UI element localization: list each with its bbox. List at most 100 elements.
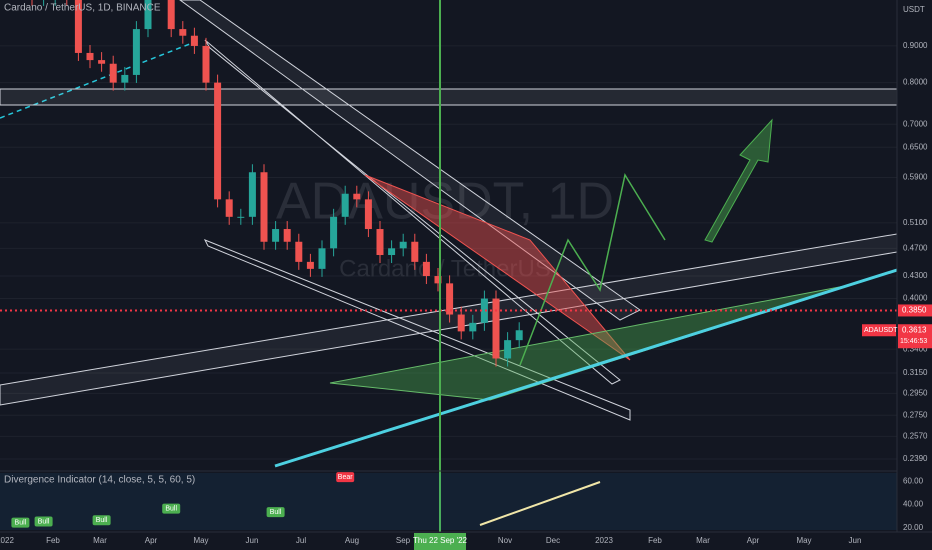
indicator-label: 20.00: [903, 523, 924, 532]
candle: [248, 172, 256, 217]
countdown: 15:46:53: [900, 338, 927, 345]
candle: [341, 193, 349, 217]
signal-badge: [34, 516, 53, 527]
signal-badge: [92, 515, 111, 526]
channel: [204, 39, 621, 385]
candle: [295, 241, 303, 262]
candle: [202, 45, 210, 83]
arrow: [704, 118, 773, 243]
candle: [214, 82, 222, 200]
candle: [132, 29, 140, 75]
candle: [74, 0, 82, 53]
candle: [179, 29, 187, 36]
time-label: Mar: [696, 536, 710, 545]
price-label: 0.5100: [903, 218, 928, 227]
candle: [318, 248, 326, 269]
indicator-label: 60.00: [903, 476, 924, 485]
alert-label: 0.3850: [902, 306, 927, 315]
signal-badge: [336, 472, 355, 483]
axis-labels: 0.9000 0.8000 0.7000 0.6500 0.5900 0.5100 0.47…: [862, 41, 932, 532]
candles: [31, 0, 523, 367]
price-label: 0.2390: [903, 454, 928, 463]
price-label: 0.2950: [903, 389, 928, 398]
divergence-line: [479, 481, 601, 526]
time-label: Aug: [345, 536, 359, 545]
time-label: Mar: [93, 536, 107, 545]
candle: [167, 0, 175, 30]
signal-label: Bull: [96, 517, 108, 524]
candle: [469, 322, 477, 332]
candle: [457, 314, 465, 332]
currency: USDT: [903, 5, 925, 14]
price-label: 0.4700: [903, 243, 928, 252]
candle: [237, 216, 245, 218]
candle: [492, 298, 500, 359]
candle: [109, 63, 117, 83]
candle: [190, 35, 198, 46]
price-label: 0.4300: [903, 271, 928, 280]
projection: [519, 173, 666, 366]
candle: [283, 229, 291, 242]
alert-badge: [898, 304, 932, 317]
candle: [306, 261, 314, 269]
signal-label: Bull: [15, 519, 27, 526]
candle: [480, 298, 488, 323]
time-label: May: [796, 536, 811, 545]
candle: [399, 241, 407, 249]
candle: [272, 229, 280, 242]
candle: [422, 261, 430, 277]
candle: [353, 193, 361, 200]
signal-label: Bull: [38, 518, 50, 525]
price-label: 0.4000: [903, 294, 928, 303]
candle: [388, 248, 396, 256]
signal-label: Bear: [338, 474, 353, 481]
time-label: Jun: [849, 536, 862, 545]
price-label: 0.2750: [903, 410, 928, 419]
time-label: Sep: [396, 536, 411, 545]
time-label: Jun: [246, 536, 259, 545]
rising-channel: [0, 233, 897, 406]
cursor-label: Thu 22 Sep '22: [413, 536, 468, 545]
candle: [515, 330, 523, 341]
price-label: 0.8000: [903, 78, 928, 87]
candle: [121, 74, 129, 83]
red-pattern: [364, 174, 631, 361]
indicator-title: Divergence Indicator (14, close, 5, 5, 6…: [4, 475, 195, 486]
time-label: Apr: [145, 536, 158, 545]
time-label: 2022: [0, 536, 14, 545]
support-line: [274, 268, 897, 468]
indicator-band: [0, 473, 897, 530]
time-label: Feb: [46, 536, 60, 545]
cursor-badge: [414, 533, 466, 550]
signal-badge: [11, 517, 30, 528]
price-label: 0.3150: [903, 368, 928, 377]
signal-label: Bull: [165, 506, 177, 513]
price-axis: [897, 0, 932, 550]
candle: [364, 199, 372, 230]
price-label: 0.2570: [903, 431, 928, 440]
price-label: 0.3400: [903, 344, 928, 353]
time-label: May: [193, 536, 208, 545]
price-label: 0.9000: [903, 41, 928, 50]
time-label: Nov: [498, 536, 512, 545]
last-badge: [898, 324, 932, 349]
chart-title: Cardano / TetherUS, 1D, BINANCE: [4, 3, 161, 14]
drawings: [0, 0, 897, 468]
candle: [144, 0, 152, 30]
time-label: Feb: [648, 536, 662, 545]
price-label: 0.5900: [903, 173, 928, 182]
candle: [86, 52, 94, 61]
time-label: Apr: [747, 536, 760, 545]
price-label: 0.6500: [903, 142, 928, 151]
watermark-name: Cardano / TetherUS: [339, 255, 551, 282]
grid: [0, 45, 897, 460]
candle: [98, 60, 106, 64]
candle: [330, 216, 338, 249]
candle: [376, 229, 384, 256]
last-label: 0.3613: [902, 325, 927, 334]
price-label: 0.7000: [903, 119, 928, 128]
time-label: Dec: [546, 536, 560, 545]
candle: [504, 340, 512, 359]
signal-badge: [162, 503, 181, 514]
